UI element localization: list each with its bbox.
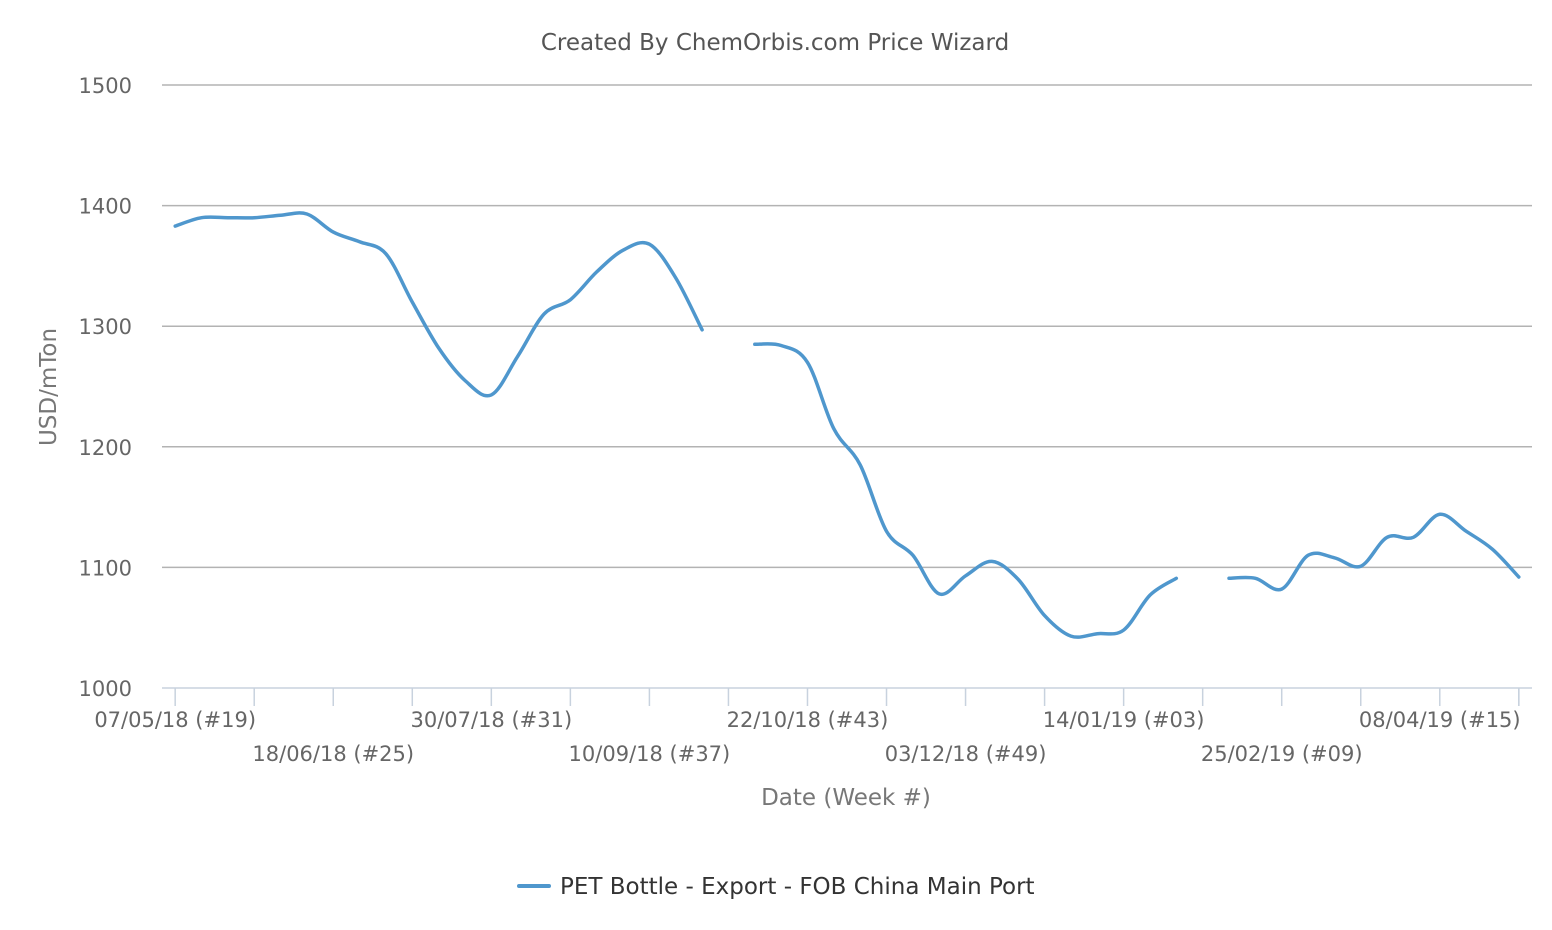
x-tick-label: 25/02/19 (#09)	[1201, 742, 1363, 766]
x-tick-label: 22/10/18 (#43)	[727, 708, 889, 732]
y-tick-label: 1400	[79, 195, 132, 219]
x-axis	[162, 687, 1532, 706]
x-tick-label: 14/01/19 (#03)	[1043, 708, 1205, 732]
x-axis-title: Date (Week #)	[761, 785, 931, 811]
x-tick-label: 30/07/18 (#31)	[410, 708, 572, 732]
chart-title: Created By ChemOrbis.com Price Wizard	[541, 30, 1009, 56]
x-axis-ticks: 07/05/18 (#19) 18/06/18 (#25) 30/07/18 (#3…	[94, 708, 1520, 766]
series-line[interactable]	[173, 211, 704, 398]
series-line[interactable]	[1227, 512, 1521, 592]
y-tick-label: 1300	[79, 315, 132, 339]
y-grid	[162, 84, 1532, 569]
y-tick-label: 1100	[79, 556, 132, 580]
series-line[interactable]	[753, 342, 1179, 639]
legend-label: PET Bottle - Export - FOB China Main Por…	[560, 874, 1035, 900]
x-tick-label: 03/12/18 (#49)	[885, 742, 1047, 766]
x-tick-label: 18/06/18 (#25)	[252, 742, 414, 766]
x-tick-label: 10/09/18 (#37)	[569, 742, 731, 766]
series-lines	[173, 211, 1521, 639]
x-tick-label: 07/05/18 (#19)	[94, 708, 256, 732]
y-axis-title: USD/mTon	[36, 328, 62, 446]
y-tick-label: 1000	[79, 677, 132, 701]
x-tick-label: 08/04/19 (#15)	[1359, 708, 1521, 732]
legend[interactable]: PET Bottle - Export - FOB China Main Por…	[517, 874, 1035, 900]
y-tick-label: 1500	[79, 74, 132, 98]
y-tick-label: 1200	[79, 436, 132, 460]
y-axis-ticks: 1000 1100 1200 1300 1400 1500	[79, 74, 132, 701]
